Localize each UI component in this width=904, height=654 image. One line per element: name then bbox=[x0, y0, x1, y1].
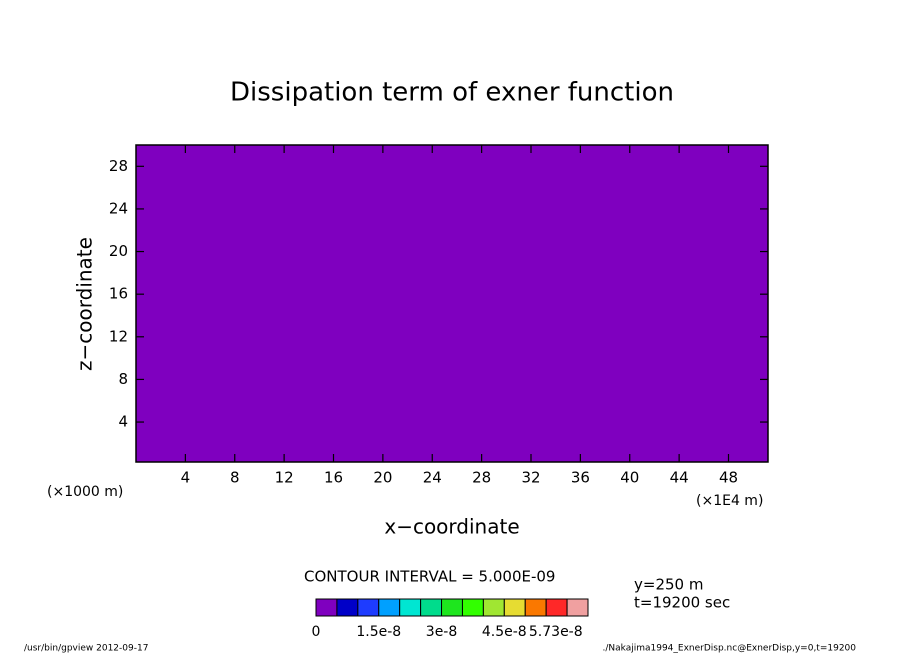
contour-fill bbox=[136, 145, 768, 462]
x-tick-label: 44 bbox=[670, 469, 689, 487]
colorbar-box bbox=[315, 598, 338, 617]
colorbar-box bbox=[461, 598, 484, 617]
y-tick-label: 4 bbox=[118, 413, 128, 431]
y-tick-label: 12 bbox=[109, 327, 128, 345]
colorbar-box bbox=[399, 598, 422, 617]
colorbar-label: 5.73e-8 bbox=[529, 624, 583, 640]
colorbar-label: 0 bbox=[312, 624, 321, 640]
x-tick-label: 4 bbox=[181, 469, 191, 487]
colorbar-box bbox=[524, 598, 547, 617]
footer: /usr/bin/gpview 2012-09-17 bbox=[24, 644, 148, 654]
x-tick-label: 8 bbox=[230, 469, 240, 487]
colorbar-box bbox=[503, 598, 526, 617]
colorbar-box bbox=[441, 598, 463, 617]
colorbar-box bbox=[378, 598, 401, 617]
x-tick-label: 28 bbox=[472, 469, 491, 487]
x-tick-label: 40 bbox=[620, 469, 639, 487]
y-tick-label: 24 bbox=[109, 199, 128, 217]
x-offset-label: (×1000 m) bbox=[47, 484, 123, 500]
annotation: t=19200 sec bbox=[634, 594, 730, 612]
colorbar-label: 4.5e-8 bbox=[482, 624, 527, 640]
x-tick-label: 36 bbox=[571, 469, 590, 487]
colorbar-box bbox=[482, 598, 505, 617]
colorbar-label: 3e-8 bbox=[426, 624, 457, 640]
plot-frame bbox=[135, 144, 769, 463]
colorbar-box bbox=[336, 598, 359, 617]
x-scale-label: (×1E4 m) bbox=[696, 493, 763, 509]
annotation: y=250 m bbox=[634, 576, 703, 594]
colorbar-title: CONTOUR INTERVAL = 5.000E-09 bbox=[304, 568, 555, 586]
x-tick-label: 12 bbox=[275, 469, 294, 487]
colorbar-box bbox=[420, 598, 443, 617]
x-tick-label: 24 bbox=[423, 469, 442, 487]
colorbar-label: 1.5e-8 bbox=[356, 624, 401, 640]
y-tick-label: 28 bbox=[109, 157, 128, 175]
colorbar-box bbox=[566, 598, 589, 617]
footer: ./Nakajima1994_ExnerDisp.nc@ExnerDisp,y=… bbox=[603, 644, 857, 654]
x-tick-label: 20 bbox=[373, 469, 392, 487]
y-tick-label: 20 bbox=[109, 242, 128, 260]
x-axis-label: x−coordinate bbox=[384, 515, 519, 539]
y-tick-label: 16 bbox=[109, 285, 128, 303]
x-tick-label: 16 bbox=[324, 469, 343, 487]
x-tick-label: 32 bbox=[521, 469, 540, 487]
y-axis-label: z−coordinate bbox=[73, 237, 97, 371]
colorbar-box bbox=[357, 598, 380, 617]
chart-title: Dissipation term of exner function bbox=[230, 78, 674, 108]
y-tick-label: 8 bbox=[118, 370, 128, 388]
x-tick-label: 48 bbox=[719, 469, 738, 487]
colorbar-box bbox=[545, 598, 568, 617]
